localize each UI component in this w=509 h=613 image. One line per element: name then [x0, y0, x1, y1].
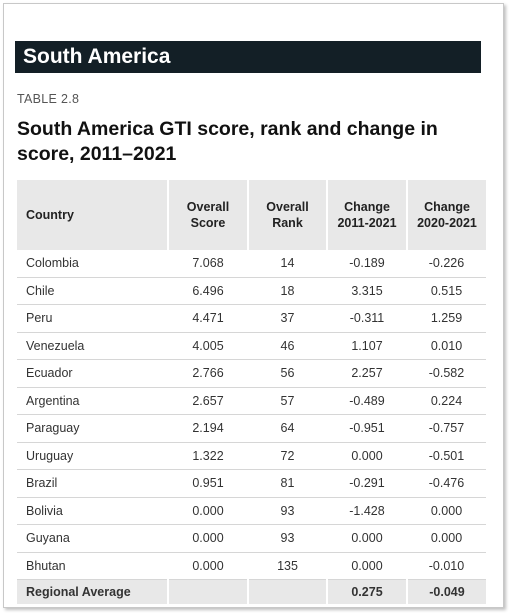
cell-overall-rank: 37 [248, 304, 327, 333]
table-row: Colombia 7.068 14 -0.189 -0.226 [17, 250, 486, 278]
regional-average-score [168, 579, 249, 604]
cell-country: Venezuela [17, 332, 168, 360]
cell-overall-score: 2.766 [168, 359, 248, 388]
header-overall-rank: Overall Rank [248, 180, 328, 250]
header-overall-rank-line1: Overall [266, 200, 309, 214]
cell-change-2020-2021: -0.501 [407, 442, 486, 470]
cell-overall-rank: 72 [248, 442, 327, 470]
cell-change-2020-2021: 0.515 [407, 277, 486, 305]
cell-overall-score: 7.068 [168, 250, 248, 278]
regional-average-change-2011-2021: 0.275 [327, 579, 408, 604]
cell-change-2011-2021: -0.189 [327, 250, 407, 278]
cell-overall-rank: 93 [248, 497, 327, 525]
gti-table: Country Overall Score Overall Rank Change 2… [17, 180, 486, 604]
regional-average-change-2020-2021: -0.049 [407, 579, 486, 604]
table-title: South America GTI score, rank and change… [17, 118, 438, 165]
table-row: Guyana 0.000 93 0.000 0.000 [17, 524, 486, 553]
cell-overall-rank: 135 [248, 552, 327, 580]
cell-overall-score: 0.000 [168, 497, 248, 525]
cell-change-2011-2021: -0.951 [327, 414, 407, 443]
cell-overall-score: 0.951 [168, 469, 248, 498]
cell-change-2011-2021: 1.107 [327, 332, 407, 360]
table-row: Ecuador 2.766 56 2.257 -0.582 [17, 359, 486, 388]
header-overall-rank-line2: Rank [272, 216, 303, 230]
cell-change-2020-2021: 0.010 [407, 332, 486, 360]
cell-country: Peru [17, 304, 168, 333]
table-row: Bolivia 0.000 93 -1.428 0.000 [17, 497, 486, 525]
cell-overall-rank: 56 [248, 359, 327, 388]
header-change-2020-2021-line2: 2020-2021 [417, 216, 477, 230]
section-banner: South America [15, 41, 481, 73]
table-label: TABLE 2.8 [17, 92, 80, 106]
cell-overall-rank: 93 [248, 524, 327, 553]
cell-change-2011-2021: 0.000 [327, 552, 407, 580]
header-country: Country [17, 180, 169, 250]
header-change-2011-2021: Change 2011-2021 [327, 180, 408, 250]
cell-country: Chile [17, 277, 168, 305]
cell-change-2020-2021: 0.000 [407, 497, 486, 525]
table-row: Venezuela 4.005 46 1.107 0.010 [17, 332, 486, 360]
cell-country: Argentina [17, 387, 168, 415]
cell-overall-score: 2.194 [168, 414, 248, 443]
cell-overall-score: 2.657 [168, 387, 248, 415]
cell-overall-rank: 14 [248, 250, 327, 278]
cell-change-2020-2021: 1.259 [407, 304, 486, 333]
table-header-row: Country Overall Score Overall Rank Change 2… [17, 180, 486, 250]
cell-country: Colombia [17, 250, 168, 278]
table-row: Paraguay 2.194 64 -0.951 -0.757 [17, 414, 486, 443]
cell-country: Ecuador [17, 359, 168, 388]
header-change-2020-2021: Change 2020-2021 [407, 180, 486, 250]
cell-change-2020-2021: -0.582 [407, 359, 486, 388]
cell-country: Paraguay [17, 414, 168, 443]
cell-overall-score: 6.496 [168, 277, 248, 305]
table-body: Colombia 7.068 14 -0.189 -0.226 Chile 6.496 18 3… [17, 250, 486, 604]
cell-change-2020-2021: -0.476 [407, 469, 486, 498]
table-row: Peru 4.471 37 -0.311 1.259 [17, 304, 486, 333]
cell-overall-score: 4.471 [168, 304, 248, 333]
header-change-2011-2021-line2: 2011-2021 [337, 216, 397, 230]
cell-change-2020-2021: 0.224 [407, 387, 486, 415]
table-row: Bhutan 0.000 135 0.000 -0.010 [17, 552, 486, 580]
cell-country: Brazil [17, 469, 168, 498]
cell-overall-score: 4.005 [168, 332, 248, 360]
cell-country: Bhutan [17, 552, 168, 580]
cell-country: Bolivia [17, 497, 168, 525]
cell-overall-score: 0.000 [168, 552, 248, 580]
cell-overall-score: 1.322 [168, 442, 248, 470]
table-row: Chile 6.496 18 3.315 0.515 [17, 277, 486, 305]
cell-change-2011-2021: -0.291 [327, 469, 407, 498]
cell-overall-rank: 18 [248, 277, 327, 305]
header-overall-score-line2: Score [190, 216, 226, 230]
cell-overall-rank: 46 [248, 332, 327, 360]
cell-country: Guyana [17, 524, 168, 553]
cell-country: Uruguay [17, 442, 168, 470]
cell-overall-rank: 57 [248, 387, 327, 415]
header-change-2020-2021-line1: Change [424, 200, 470, 214]
cell-change-2011-2021: 0.000 [327, 442, 407, 470]
table-row: Argentina 2.657 57 -0.489 0.224 [17, 387, 486, 415]
cell-change-2011-2021: -0.311 [327, 304, 407, 333]
cell-change-2011-2021: 2.257 [327, 359, 407, 388]
cell-change-2020-2021: -0.226 [407, 250, 486, 278]
cell-change-2011-2021: 0.000 [327, 524, 407, 553]
cell-change-2011-2021: 3.315 [327, 277, 407, 305]
cell-change-2011-2021: -0.489 [327, 387, 407, 415]
regional-average-row: Regional Average 0.275 -0.049 [17, 579, 486, 604]
cell-overall-rank: 81 [248, 469, 327, 498]
table-row: Brazil 0.951 81 -0.291 -0.476 [17, 469, 486, 498]
regional-average-rank [248, 579, 328, 604]
cell-overall-rank: 64 [248, 414, 327, 443]
header-change-2011-2021-line1: Change [344, 200, 390, 214]
cell-change-2011-2021: -1.428 [327, 497, 407, 525]
cell-change-2020-2021: -0.010 [407, 552, 486, 580]
cell-change-2020-2021: -0.757 [407, 414, 486, 443]
cell-change-2020-2021: 0.000 [407, 524, 486, 553]
header-overall-score-line1: Overall [186, 200, 230, 214]
header-overall-score: Overall Score [168, 180, 249, 250]
cell-overall-score: 0.000 [168, 524, 248, 553]
table-row: Uruguay 1.322 72 0.000 -0.501 [17, 442, 486, 470]
regional-average-label: Regional Average [17, 579, 169, 604]
